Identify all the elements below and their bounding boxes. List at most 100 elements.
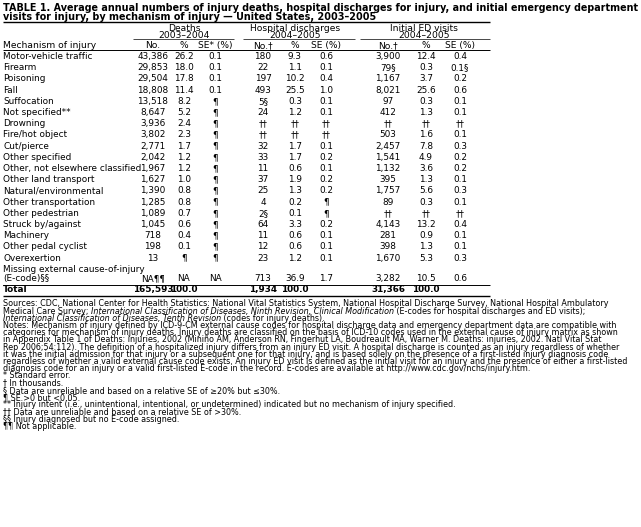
Text: 0.6: 0.6 [288, 231, 302, 240]
Text: 0.4: 0.4 [453, 220, 467, 229]
Text: 412: 412 [379, 108, 396, 117]
Text: Firearm: Firearm [3, 63, 37, 72]
Text: 0.1: 0.1 [208, 52, 222, 61]
Text: 0.1§: 0.1§ [451, 63, 469, 72]
Text: 0.3: 0.3 [419, 198, 433, 207]
Text: 1.7: 1.7 [288, 142, 302, 151]
Text: 33: 33 [258, 153, 269, 162]
Text: ¶: ¶ [323, 209, 329, 218]
Text: International Classification of Diseases, Ninth Revision, Clinical Modification: International Classification of Diseases… [91, 307, 394, 316]
Text: 1.1: 1.1 [288, 63, 302, 72]
Text: 1,934: 1,934 [249, 285, 277, 294]
Text: (E-codes for hospital discharges and ED visits);: (E-codes for hospital discharges and ED … [394, 307, 585, 316]
Text: 0.1: 0.1 [453, 175, 467, 184]
Text: Sources: CDC, National Center for Health Statistics: National Vital Statistics S: Sources: CDC, National Center for Health… [3, 299, 608, 308]
Text: 5§: 5§ [258, 97, 268, 106]
Text: 398: 398 [379, 242, 397, 251]
Text: 5.6: 5.6 [419, 187, 433, 196]
Text: 1.3: 1.3 [419, 242, 433, 251]
Text: 0.9: 0.9 [419, 231, 433, 240]
Text: Fire/hot object: Fire/hot object [3, 130, 67, 140]
Text: 36.9: 36.9 [285, 274, 305, 283]
Text: ¶: ¶ [212, 142, 218, 151]
Text: 395: 395 [379, 175, 396, 184]
Text: 0.2: 0.2 [319, 175, 333, 184]
Text: 26.2: 26.2 [174, 52, 194, 61]
Text: 1,670: 1,670 [376, 253, 401, 262]
Text: Struck by/against: Struck by/against [3, 220, 81, 229]
Text: 1.3: 1.3 [288, 187, 302, 196]
Text: ††: †† [322, 119, 331, 128]
Text: 3.3: 3.3 [288, 220, 302, 229]
Text: 5.2: 5.2 [177, 108, 191, 117]
Text: 4: 4 [260, 198, 266, 207]
Text: 1,390: 1,390 [140, 187, 165, 196]
Text: 0.6: 0.6 [319, 52, 333, 61]
Text: 0.1: 0.1 [453, 198, 467, 207]
Text: 0.1: 0.1 [208, 63, 222, 72]
Text: %: % [179, 41, 188, 50]
Text: No.†: No.† [378, 41, 398, 50]
Text: 1.7: 1.7 [288, 153, 302, 162]
Text: No.: No. [146, 41, 160, 50]
Text: 11: 11 [258, 231, 269, 240]
Text: No.†: No.† [253, 41, 273, 50]
Text: 1,967: 1,967 [140, 164, 165, 173]
Text: 0.6: 0.6 [288, 242, 302, 251]
Text: Rep 2006;54:112). The definition of a hospitalized injury differs from an injury: Rep 2006;54:112). The definition of a ho… [3, 343, 619, 352]
Text: Hospital discharges: Hospital discharges [250, 24, 340, 33]
Text: visits for injury, by mechanism of injury — United States, 2003–2005: visits for injury, by mechanism of injur… [3, 12, 376, 22]
Text: Poisoning: Poisoning [3, 74, 46, 83]
Text: 1,167: 1,167 [376, 74, 401, 83]
Text: 18,808: 18,808 [137, 85, 169, 95]
Text: 13.2: 13.2 [416, 220, 436, 229]
Text: Other pedestrian: Other pedestrian [3, 209, 79, 218]
Text: ** Injury intent (i.e., unintentional, intentional, or undetermined) indicated b: ** Injury intent (i.e., unintentional, i… [3, 400, 456, 409]
Text: 1.2: 1.2 [177, 164, 191, 173]
Text: ¶: ¶ [181, 253, 187, 262]
Text: 12.4: 12.4 [416, 52, 436, 61]
Text: † In thousands.: † In thousands. [3, 378, 63, 387]
Text: 32: 32 [258, 142, 269, 151]
Text: 9.3: 9.3 [288, 52, 302, 61]
Text: ¶: ¶ [212, 209, 218, 218]
Text: ¶: ¶ [212, 231, 218, 240]
Text: 0.4: 0.4 [453, 52, 467, 61]
Text: 0.3: 0.3 [419, 97, 433, 106]
Text: 1.3: 1.3 [419, 108, 433, 117]
Text: 0.1: 0.1 [453, 97, 467, 106]
Text: 1,045: 1,045 [140, 220, 165, 229]
Text: Other pedal cyclist: Other pedal cyclist [3, 242, 87, 251]
Text: Initial ED visits: Initial ED visits [390, 24, 458, 33]
Text: International Classification of Diseases, Tenth Revision: International Classification of Diseases… [3, 314, 221, 323]
Text: Natural/environmental: Natural/environmental [3, 187, 103, 196]
Text: §§ Injury diagnosed but no E-code assigned.: §§ Injury diagnosed but no E-code assign… [3, 415, 179, 424]
Text: 1.7: 1.7 [319, 274, 333, 283]
Text: Deaths: Deaths [168, 24, 200, 33]
Text: Motor-vehicle traffic: Motor-vehicle traffic [3, 52, 92, 61]
Text: 4.9: 4.9 [419, 153, 433, 162]
Text: †† Data are unreliable and based on a relative SE of >30%.: †† Data are unreliable and based on a re… [3, 407, 241, 416]
Text: 0.2: 0.2 [319, 220, 333, 229]
Text: 1.0: 1.0 [319, 85, 333, 95]
Text: categories for mechanism of injury deaths. Injury deaths are classified on the b: categories for mechanism of injury death… [3, 328, 618, 337]
Text: ¶: ¶ [212, 108, 218, 117]
Text: 10.2: 10.2 [285, 74, 305, 83]
Text: ††: †† [383, 119, 392, 128]
Text: 3.6: 3.6 [419, 164, 433, 173]
Text: 0.3: 0.3 [453, 142, 467, 151]
Text: 25.6: 25.6 [416, 85, 436, 95]
Text: 0.6: 0.6 [453, 85, 467, 95]
Text: 7.8: 7.8 [419, 142, 433, 151]
Text: 0.2: 0.2 [453, 164, 467, 173]
Text: ¶: ¶ [212, 164, 218, 173]
Text: %: % [422, 41, 430, 50]
Text: 13: 13 [147, 253, 158, 262]
Text: SE (%): SE (%) [311, 41, 341, 50]
Text: ††: †† [258, 130, 267, 140]
Text: 3,802: 3,802 [140, 130, 165, 140]
Text: 64: 64 [258, 220, 269, 229]
Text: ††: †† [422, 209, 431, 218]
Text: ¶: ¶ [212, 242, 218, 251]
Text: 0.1: 0.1 [208, 85, 222, 95]
